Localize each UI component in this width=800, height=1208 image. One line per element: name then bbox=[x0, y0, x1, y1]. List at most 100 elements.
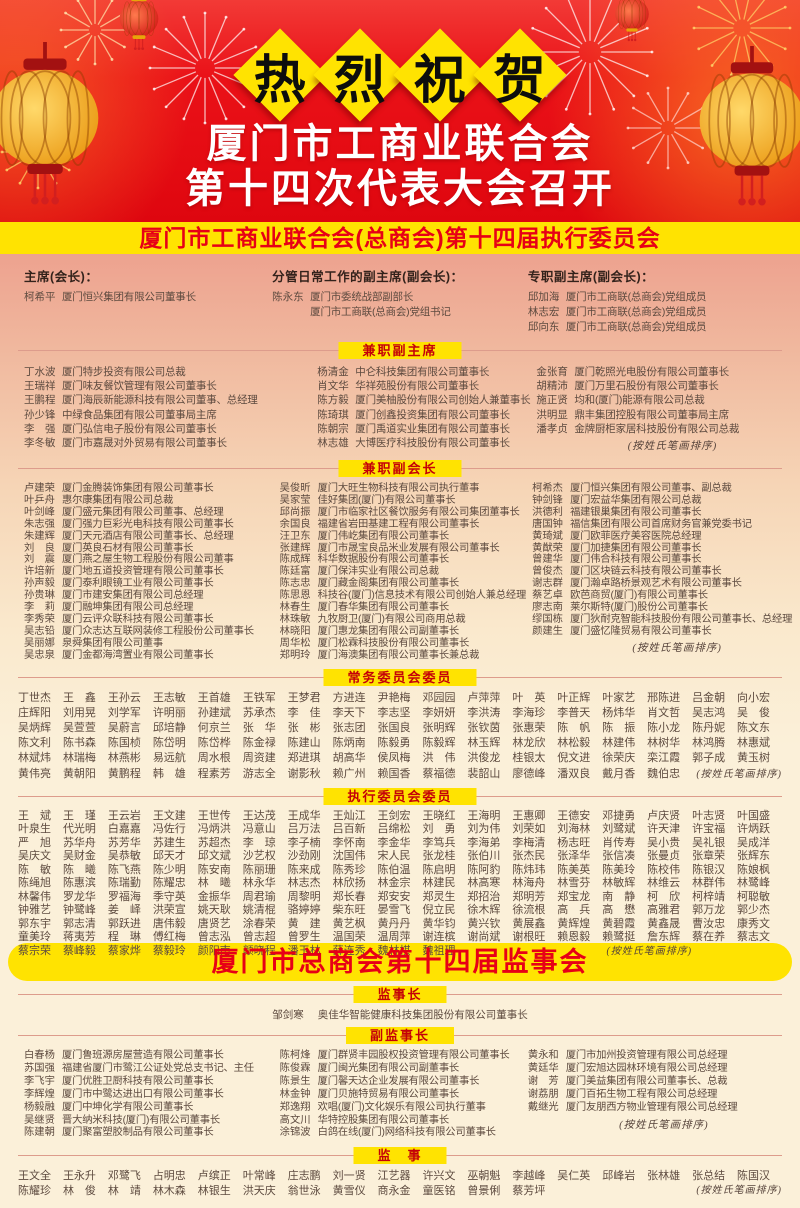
member-name: 蔡芳坪 bbox=[512, 1184, 546, 1197]
member-name: 郑明玲 bbox=[279, 649, 311, 661]
sort-order-note: (按姓氏笔画排序) bbox=[619, 1119, 709, 1131]
member-name: 李志坚 bbox=[377, 706, 411, 719]
member-row: 曾建华 厦门伟合科技有限公司董事长 bbox=[532, 554, 792, 566]
member-name: 李妍妍 bbox=[422, 706, 456, 719]
member-name: 刘 震 bbox=[24, 554, 55, 566]
member-title: 厦门泰利眼镜工业有限公司董事长 bbox=[62, 578, 214, 590]
member-name: 邓鹭飞 bbox=[107, 1170, 141, 1183]
member-title: 厦门美益集团有限公司董事长、总裁 bbox=[565, 1075, 728, 1087]
member-name: 康秀文 bbox=[737, 917, 771, 930]
section-pill-chief-supervisor: 监事长 bbox=[353, 986, 447, 1003]
member-name: 孙建斌 bbox=[197, 706, 231, 719]
member-name: 苏华舟 bbox=[62, 836, 96, 849]
member-name: 丁水波 bbox=[24, 366, 56, 378]
member-row: 杨清金 中仑科技集团有限公司董事长 bbox=[317, 365, 530, 379]
member-name: 陈 曦 bbox=[62, 863, 96, 876]
member-row: 孙贵琳 厦门市建安集团有限公司总经理 bbox=[24, 590, 274, 602]
member-name: 林志雄 bbox=[317, 437, 349, 450]
member-name: 王 鑫 bbox=[62, 691, 96, 704]
member-name: 蔡宗荣 bbox=[18, 944, 51, 957]
member-name: 张志团 bbox=[332, 722, 366, 735]
member-name: 郭志清 bbox=[62, 917, 96, 930]
member-name: 唐国钟 bbox=[532, 518, 563, 530]
member-row: 黄猷荣 厦门加捷集团有限公司董事长 bbox=[532, 543, 792, 555]
member-title: 福建省岩田基建工程有限公司董事长 bbox=[317, 518, 480, 530]
member-name: 孙少锋 bbox=[24, 408, 56, 421]
member-name: 李怀南 bbox=[332, 836, 366, 849]
member-name: 徐荣庆 bbox=[602, 752, 636, 765]
member-name: 倪立民 bbox=[422, 904, 456, 917]
sort-order-note: (按姓氏笔画排序) bbox=[696, 768, 782, 780]
member-name: 金张育 bbox=[536, 366, 568, 378]
member-name: 林木森 bbox=[152, 1184, 186, 1197]
member-name: 占明忠 bbox=[152, 1170, 186, 1183]
member-name: 黄猷荣 bbox=[532, 542, 563, 554]
member-name: 吴志鸿 bbox=[692, 706, 726, 719]
member-name: 王达茂 bbox=[242, 809, 276, 822]
member-name: 巫朝魁 bbox=[467, 1170, 501, 1183]
member-name: 黄朝阳 bbox=[62, 767, 96, 780]
member-name: 姜 峄 bbox=[107, 904, 141, 917]
member-name: 陈景生 bbox=[279, 1075, 311, 1087]
member-row: 陈柯烽 厦门群贤丰园股权投资管理有限公司董事长 bbox=[280, 1050, 522, 1063]
member-name: 王成华 bbox=[287, 809, 321, 822]
member-name: 邓捷勇 bbox=[602, 809, 636, 822]
member-row: 陈琦琪 厦门创鑫投资集团有限公司董事长 bbox=[317, 408, 530, 422]
member-name: 陈阿豹 bbox=[467, 863, 501, 876]
member-row: 邱尚振 厦门市临家社区餐饮服务有限公司集团董事长 bbox=[280, 507, 526, 519]
member-name: 代光明 bbox=[62, 823, 96, 836]
member-row: 周华松 厦门松霖科技股份有限公司董事长 bbox=[280, 638, 526, 650]
member-name: 吴仁英 bbox=[557, 1170, 591, 1183]
member-name: 许天津 bbox=[647, 823, 681, 836]
member-title: 厦门味友餐饮管理有限公司董事长 bbox=[62, 380, 217, 393]
member-row: 唐国钟 福信集团有限公司首席财务官兼党委书记 bbox=[532, 519, 792, 531]
member-name: 白春杨 bbox=[24, 1050, 55, 1061]
member-name: 金振华 bbox=[197, 890, 231, 903]
member-name: 黄 建 bbox=[287, 917, 321, 930]
member-name: 吴礼银 bbox=[692, 836, 726, 849]
member-name: 陈启明 bbox=[422, 863, 456, 876]
member-name: 陈飞燕 bbox=[107, 863, 141, 876]
member-name: 刘 勇 bbox=[422, 823, 456, 836]
section-pill-supervisors: 监 事 bbox=[353, 1147, 447, 1165]
member-row: 林志宏 厦门市工商联(总商会)党组成员 bbox=[528, 305, 776, 320]
member-name: 陈耀忠 bbox=[152, 877, 186, 890]
member-name: 林斌炜 bbox=[18, 752, 51, 765]
member-name: 汪卫东 bbox=[279, 530, 311, 542]
member-name: 叶泉生 bbox=[18, 823, 51, 836]
member-title: 莱尔斯特(厦门)股份公司董事长 bbox=[570, 602, 708, 614]
member-title: 华祥苑股份有限公司董事长 bbox=[355, 380, 479, 393]
member-title: 厦门恒兴集团有限公司董事长 bbox=[62, 291, 196, 303]
member-name: 林馨伟 bbox=[18, 890, 51, 903]
member-name: 方进连 bbox=[332, 691, 366, 704]
member-name: 王文全 bbox=[18, 1170, 51, 1183]
section-pill-vice-president: 兼职副会长 bbox=[338, 460, 462, 478]
member-name: 吴志铅 bbox=[24, 625, 55, 637]
section-divider: 常务委员会委员 bbox=[8, 668, 792, 686]
member-name: 张总结 bbox=[692, 1170, 726, 1183]
member-title: 厦门宏旭达园林环境有限公司总经理 bbox=[565, 1062, 728, 1074]
managing-vice-chairman-column: 分管日常工作的副主席(副会长)： 陈永东 厦门市委统战部副部长 厦门市工商联(总商会… bbox=[272, 266, 528, 335]
member-title: 厦门市中鹭达进出口有限公司董事长 bbox=[62, 1088, 224, 1100]
member-row: 黄琦斌 厦门欧菲医疗美容医院总经理 bbox=[532, 531, 792, 543]
member-name: 郑灵生 bbox=[422, 890, 456, 903]
member-name: 林欣扬 bbox=[332, 877, 366, 890]
member-row: 林金钟 厦门贝施特贸易有限公司董事长 bbox=[280, 1089, 522, 1102]
member-name: 黄雪仪 bbox=[332, 1184, 366, 1197]
member-row: 邱向东 厦门市工商联(总商会)党组成员 bbox=[528, 320, 776, 335]
member-name: 温周萍 bbox=[377, 931, 411, 944]
member-name: 周华松 bbox=[279, 637, 311, 649]
member-name: 林银生 bbox=[197, 1184, 231, 1197]
member-name: 商永金 bbox=[377, 1184, 411, 1197]
member-column: 柯希杰 厦门恒兴集团有限公司董事、副总裁 钟剑锋 厦门宏益华集团有限公司总裁 洪德利 福建… bbox=[532, 483, 798, 662]
member-name: 苏超杰 bbox=[197, 836, 231, 849]
sort-order-note: (按姓氏笔画排序) bbox=[696, 1184, 782, 1196]
member-title: 欢唱(厦门)文化娱乐有限公司执行董事 bbox=[317, 1101, 486, 1113]
member-title: 厦门伟屹集团有限公司董事长 bbox=[317, 530, 449, 542]
supervisors-grid: 王文全 王永升 邓鹭飞 占明忠 卢缤正 叶常峰 庄志鹏 刘一贤 江艺器 许兴文 巫朝魁 李越峰 吴仁英邱… bbox=[8, 1168, 792, 1199]
member-name: 陈少明 bbox=[152, 863, 186, 876]
member-name: 林 曦 bbox=[197, 877, 231, 890]
member-name: 陈娘枫 bbox=[737, 863, 771, 876]
member-name: 张钦茵 bbox=[467, 722, 501, 735]
member-title: 福信集团有限公司首席财务官兼党委书记 bbox=[570, 518, 752, 530]
